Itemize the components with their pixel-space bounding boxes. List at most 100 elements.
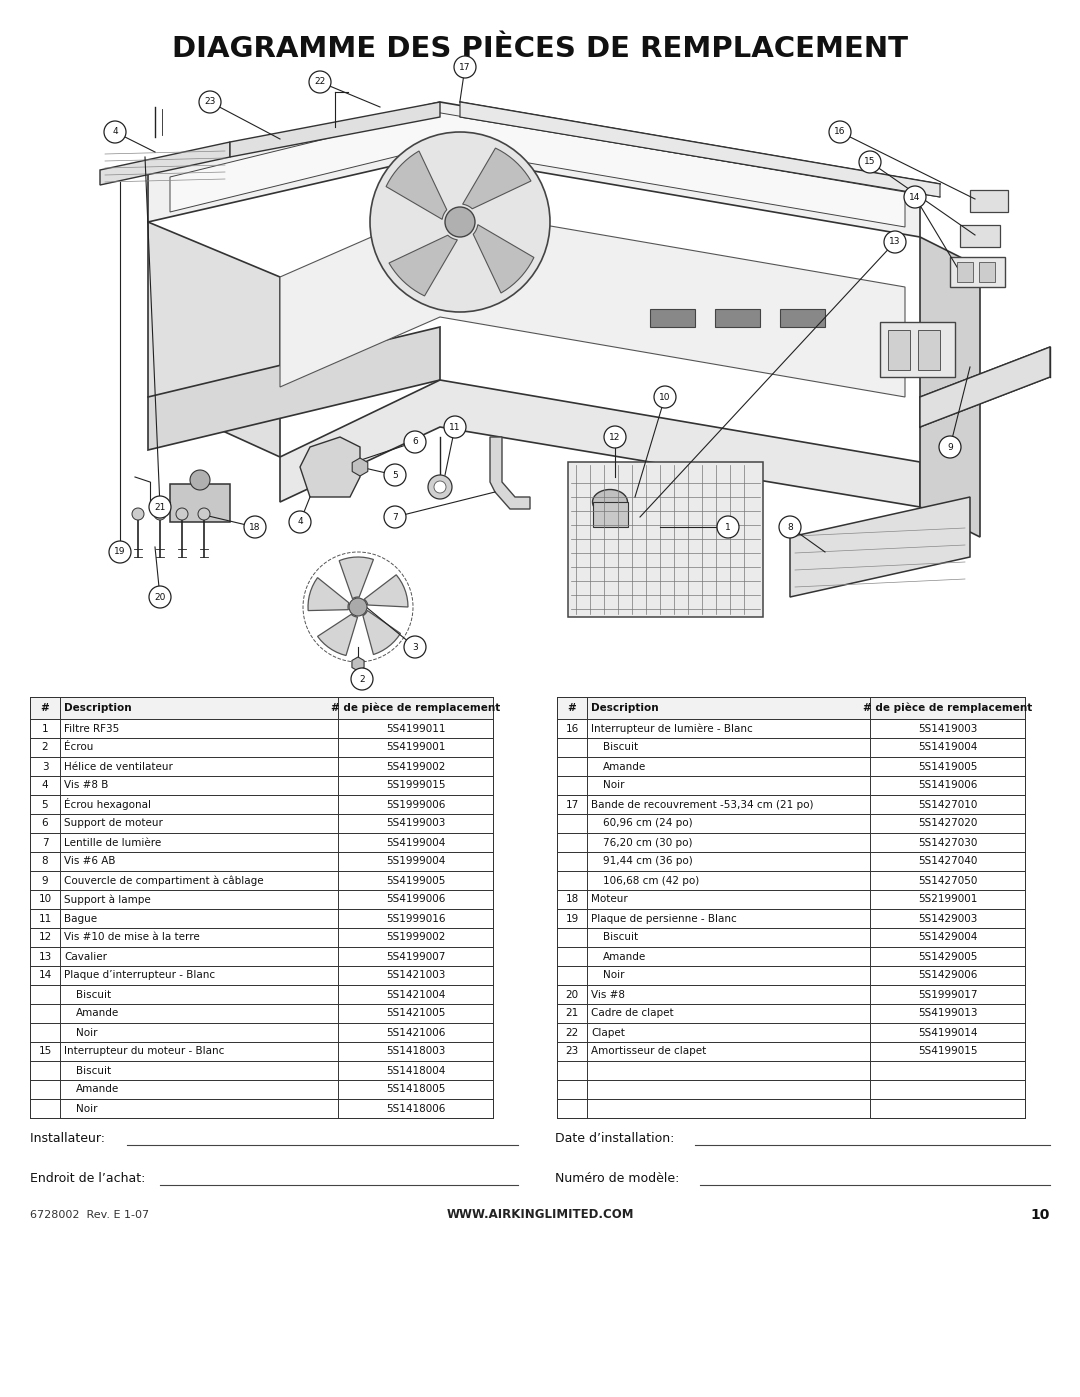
Text: 10: 10 — [1030, 1208, 1050, 1222]
Polygon shape — [300, 437, 360, 497]
Text: 14: 14 — [909, 193, 920, 201]
Bar — [557, 697, 1025, 719]
Bar — [30, 719, 492, 738]
Text: 15: 15 — [39, 1046, 52, 1056]
Text: Noir: Noir — [603, 971, 624, 981]
Bar — [918, 330, 940, 370]
Text: 21: 21 — [154, 503, 165, 511]
Bar — [30, 1060, 492, 1080]
Bar — [30, 890, 492, 909]
Circle shape — [428, 475, 453, 499]
Text: 5S1427010: 5S1427010 — [918, 799, 977, 809]
Text: 8: 8 — [42, 856, 49, 866]
Text: # de pièce de remplacement: # de pièce de remplacement — [863, 703, 1032, 714]
Bar — [30, 928, 492, 947]
Text: 5S1421003: 5S1421003 — [386, 971, 445, 981]
Text: Amande: Amande — [603, 951, 646, 961]
Bar — [715, 309, 760, 327]
Text: 106,68 cm (42 po): 106,68 cm (42 po) — [603, 876, 699, 886]
Text: Clapet: Clapet — [591, 1028, 625, 1038]
Bar — [30, 833, 492, 852]
Circle shape — [444, 416, 465, 439]
Text: 3: 3 — [413, 643, 418, 651]
Text: 5S4199006: 5S4199006 — [386, 894, 445, 904]
Bar — [970, 190, 1008, 212]
Text: Écrou: Écrou — [64, 742, 93, 753]
Circle shape — [454, 56, 476, 78]
Circle shape — [190, 469, 210, 490]
Polygon shape — [460, 102, 940, 197]
Text: 22: 22 — [565, 1028, 579, 1038]
Bar — [557, 852, 1025, 870]
Text: 22: 22 — [314, 77, 326, 87]
Text: Amande: Amande — [603, 761, 646, 771]
Circle shape — [104, 122, 126, 142]
Bar — [557, 1099, 1025, 1118]
Circle shape — [244, 515, 266, 538]
Text: Amortisseur de clapet: Amortisseur de clapet — [591, 1046, 706, 1056]
Bar — [557, 1080, 1025, 1099]
Circle shape — [829, 122, 851, 142]
Circle shape — [885, 231, 906, 253]
Bar — [557, 1004, 1025, 1023]
Text: 5S1418005: 5S1418005 — [386, 1084, 445, 1094]
Text: 5S1427030: 5S1427030 — [918, 837, 977, 848]
Polygon shape — [100, 142, 230, 184]
Text: 5S1429006: 5S1429006 — [918, 971, 977, 981]
Text: 6: 6 — [413, 437, 418, 447]
Bar — [950, 257, 1005, 286]
Bar — [557, 928, 1025, 947]
Text: Interrupteur du moteur - Blanc: Interrupteur du moteur - Blanc — [64, 1046, 225, 1056]
Bar — [960, 225, 1000, 247]
Bar — [557, 985, 1025, 1004]
Text: 12: 12 — [609, 433, 621, 441]
Text: 9: 9 — [42, 876, 49, 886]
Circle shape — [604, 426, 626, 448]
Circle shape — [176, 509, 188, 520]
Text: Numéro de modèle:: Numéro de modèle: — [555, 1172, 679, 1186]
Polygon shape — [389, 235, 457, 296]
Circle shape — [198, 509, 210, 520]
Polygon shape — [339, 557, 374, 599]
Text: 11: 11 — [39, 914, 52, 923]
Circle shape — [445, 207, 475, 237]
Polygon shape — [462, 148, 531, 208]
Circle shape — [404, 636, 426, 658]
Text: Amande: Amande — [76, 1084, 119, 1094]
Text: Lentille de lumière: Lentille de lumière — [64, 837, 161, 848]
Text: Écrou hexagonal: Écrou hexagonal — [64, 799, 151, 810]
Circle shape — [199, 91, 221, 113]
Ellipse shape — [593, 489, 627, 514]
Bar — [30, 852, 492, 870]
Text: 5: 5 — [392, 471, 397, 479]
Text: 19: 19 — [114, 548, 125, 556]
Bar — [880, 321, 955, 377]
Text: Description: Description — [591, 703, 659, 712]
Polygon shape — [490, 437, 530, 509]
Circle shape — [779, 515, 801, 538]
Text: 18: 18 — [565, 894, 579, 904]
Bar — [30, 965, 492, 985]
Text: 17: 17 — [459, 63, 471, 71]
Bar — [30, 1004, 492, 1023]
Text: 5S1427050: 5S1427050 — [918, 876, 977, 886]
Circle shape — [654, 386, 676, 408]
Polygon shape — [920, 346, 1050, 427]
Bar — [30, 814, 492, 833]
Circle shape — [289, 511, 311, 534]
Text: #: # — [568, 703, 577, 712]
Text: 5S1999004: 5S1999004 — [386, 856, 445, 866]
Bar — [557, 795, 1025, 814]
Polygon shape — [318, 615, 357, 655]
Text: 7: 7 — [392, 513, 397, 521]
Text: Cadre de clapet: Cadre de clapet — [591, 1009, 674, 1018]
Polygon shape — [170, 112, 905, 226]
Text: Amande: Amande — [76, 1009, 119, 1018]
Text: 5S1421006: 5S1421006 — [386, 1028, 445, 1038]
Bar — [568, 462, 762, 617]
Text: 5S4199005: 5S4199005 — [386, 876, 445, 886]
Polygon shape — [352, 458, 368, 476]
Text: 5S4199014: 5S4199014 — [918, 1028, 977, 1038]
Text: 5S1418004: 5S1418004 — [386, 1066, 445, 1076]
Polygon shape — [230, 102, 440, 156]
